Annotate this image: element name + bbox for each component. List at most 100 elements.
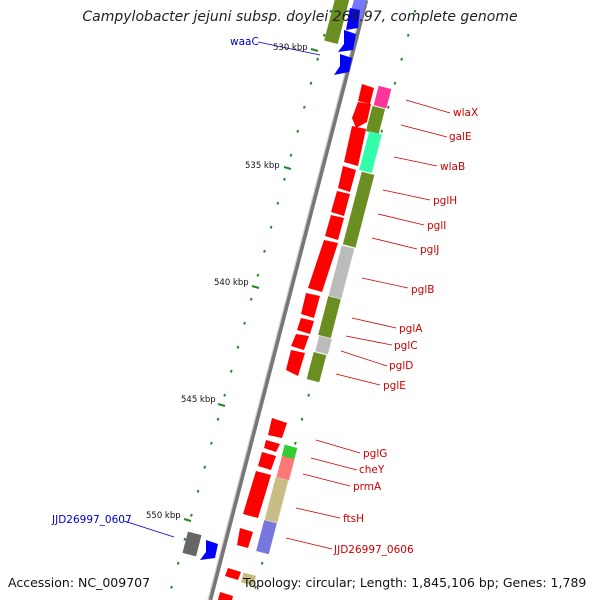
outer-ring-dash (260, 561, 264, 565)
kbp-tick-marks (183, 48, 319, 522)
outer-ring-dash (413, 9, 417, 13)
inner-ring-dash (236, 345, 240, 349)
outer-ring-dash (406, 33, 410, 37)
outer-ring-dash (387, 105, 390, 109)
gene-label-pglI[interactable]: pglI (427, 220, 447, 232)
cds-arrow (264, 440, 280, 452)
cog-block (342, 171, 375, 248)
inner-ring-dash (269, 225, 273, 229)
inner-ring-dash (196, 489, 200, 493)
cds-arrow (346, 8, 360, 30)
cog-track (240, 0, 392, 586)
tick-label-540: 540 kbp (214, 278, 249, 288)
inner-ring-dash (256, 273, 260, 277)
gene-label-pglA[interactable]: pglA (399, 323, 423, 335)
inner-ring-dash (229, 369, 233, 373)
cds-arrow (331, 191, 350, 216)
inner-ring-dash (322, 33, 326, 37)
genome-summary-text: Topology: circular; Length: 1,845,106 bp… (243, 575, 587, 590)
inner-ring-dash (289, 153, 293, 157)
gene-label-ftsH[interactable]: ftsH (343, 513, 364, 525)
gene-label-prmA[interactable]: prmA (353, 481, 382, 493)
inner-ring-dash (309, 81, 313, 85)
genome-backbone (207, 0, 369, 600)
inner-ring-dash (243, 321, 246, 325)
outer-ring-dash (400, 57, 403, 61)
gene-label-waaC[interactable]: waaC (230, 36, 259, 48)
gene-label-pglC[interactable]: pglC (394, 340, 418, 352)
cds-arrow (325, 215, 344, 240)
gene-label-galE[interactable]: galE (449, 131, 472, 143)
cds-block (182, 531, 202, 557)
outer-ring-dash (294, 441, 297, 445)
gene-label-wlaB[interactable]: wlaB (440, 161, 466, 173)
gene-label-wlaX[interactable]: wlaX (453, 107, 479, 119)
cds-arrow (286, 350, 305, 376)
cds-arrow (200, 540, 218, 560)
gene-label-JJD26997_0607[interactable]: JJD26997_0607 (52, 514, 132, 526)
outer-ring-dash (393, 81, 397, 85)
map-title: Campylobacter jejuni subsp. doylei 269.9… (82, 9, 518, 25)
cog-block (256, 520, 277, 555)
cds-arrow (308, 240, 338, 292)
inner-ring-dash (216, 417, 220, 421)
cog-block (264, 477, 289, 524)
gene-label-cheY[interactable]: cheY (359, 464, 385, 476)
tick-label-535: 535 kbp (245, 161, 280, 171)
cog-block (365, 105, 386, 135)
gene-label-pglG[interactable]: pglG (363, 448, 388, 460)
outer-ring-dash (380, 129, 383, 133)
inner-ring-dash (276, 201, 280, 205)
inner-ring-dash (210, 441, 213, 445)
cog-block (306, 351, 327, 383)
inner-ring-dash (203, 465, 207, 469)
gene-label-JJD26997_0606[interactable]: JJD26997_0606 (334, 544, 414, 556)
cog-block (318, 296, 341, 339)
cds-red-track (218, 84, 374, 600)
cog-block (240, 572, 257, 586)
inner-ring-dash (283, 177, 286, 181)
gene-label-pglE[interactable]: pglE (383, 380, 406, 392)
gene-label-pglD[interactable]: pglD (389, 360, 414, 372)
cds-blue-track (182, 8, 360, 560)
inner-ring-dash (249, 297, 253, 301)
cog-block (373, 85, 392, 109)
outer-ring-dash (300, 417, 304, 421)
cds-arrow (237, 528, 253, 548)
cds-arrow (297, 318, 314, 334)
cds-arrow (268, 418, 287, 438)
cds-arrow (291, 334, 309, 350)
inner-ring-dash (316, 57, 319, 61)
tick-label-550: 550 kbp (146, 511, 181, 521)
cog-block (315, 335, 332, 355)
cds-arrow (358, 84, 374, 104)
cds-arrow (338, 30, 356, 52)
cds-arrow (243, 471, 271, 518)
outer-ring-dash (307, 393, 310, 397)
cog-block (359, 131, 382, 174)
cds-arrow (301, 293, 320, 318)
inner-ring-dash (176, 561, 180, 565)
cog-block (276, 455, 295, 481)
cds-arrow (258, 452, 276, 470)
inner-ring-dash (170, 585, 173, 589)
inner-ring-dash (183, 537, 187, 541)
cds-arrow (344, 126, 366, 166)
genome-backbone-highlight (207, 0, 365, 600)
cog-block (324, 0, 350, 44)
cog-block (281, 444, 298, 460)
cog-block (328, 245, 355, 299)
cds-arrow (218, 592, 233, 600)
gene-label-pglH[interactable]: pglH (433, 195, 458, 207)
inner-ring-dash (303, 105, 306, 109)
outer-ring-dash (254, 585, 257, 589)
gene-label-pglB[interactable]: pglB (411, 284, 435, 296)
label-leaders (123, 41, 451, 550)
tick-label-530: 530 kbp (273, 43, 308, 53)
inner-ring-dash (223, 393, 226, 397)
cds-arrow (352, 102, 371, 128)
gene-label-pglJ[interactable]: pglJ (420, 244, 440, 256)
inner-ring-dash (329, 9, 333, 13)
accession-text: Accession: NC_009707 (8, 575, 151, 590)
